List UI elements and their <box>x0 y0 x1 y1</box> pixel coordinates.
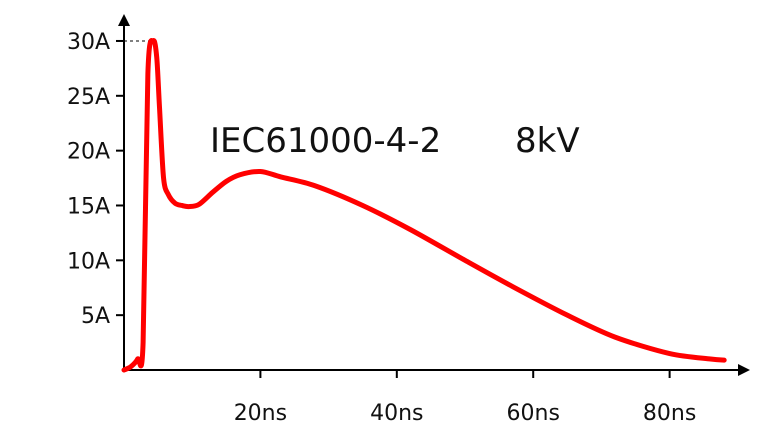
y-tick-label-10: 10A <box>67 249 110 274</box>
y-tick-label-30: 30A <box>67 30 110 55</box>
y-tick-label-20: 20A <box>67 140 110 165</box>
x-tick-label-40: 40ns <box>370 401 423 426</box>
x-tick-label-20: 20ns <box>234 401 287 426</box>
y-axis-ticks: 5A 10A 15A 20A 25A 30A <box>67 30 124 329</box>
y-tick-label-5: 5A <box>81 304 110 329</box>
chart-title-standard: IEC61000-4-2 <box>210 121 441 161</box>
x-tick-label-80: 80ns <box>643 401 696 426</box>
series-line-0 <box>121 38 727 373</box>
x-tick-label-60: 60ns <box>507 401 560 426</box>
y-tick-label-25: 25A <box>67 85 110 110</box>
y-tick-label-15: 15A <box>67 194 110 219</box>
chart-title-voltage: 8kV <box>515 121 580 161</box>
x-axis-ticks: 20ns 40ns 60ns 80ns <box>234 370 696 426</box>
series-group <box>121 38 727 373</box>
chart-title: IEC61000-4-2 8kV <box>210 121 580 161</box>
